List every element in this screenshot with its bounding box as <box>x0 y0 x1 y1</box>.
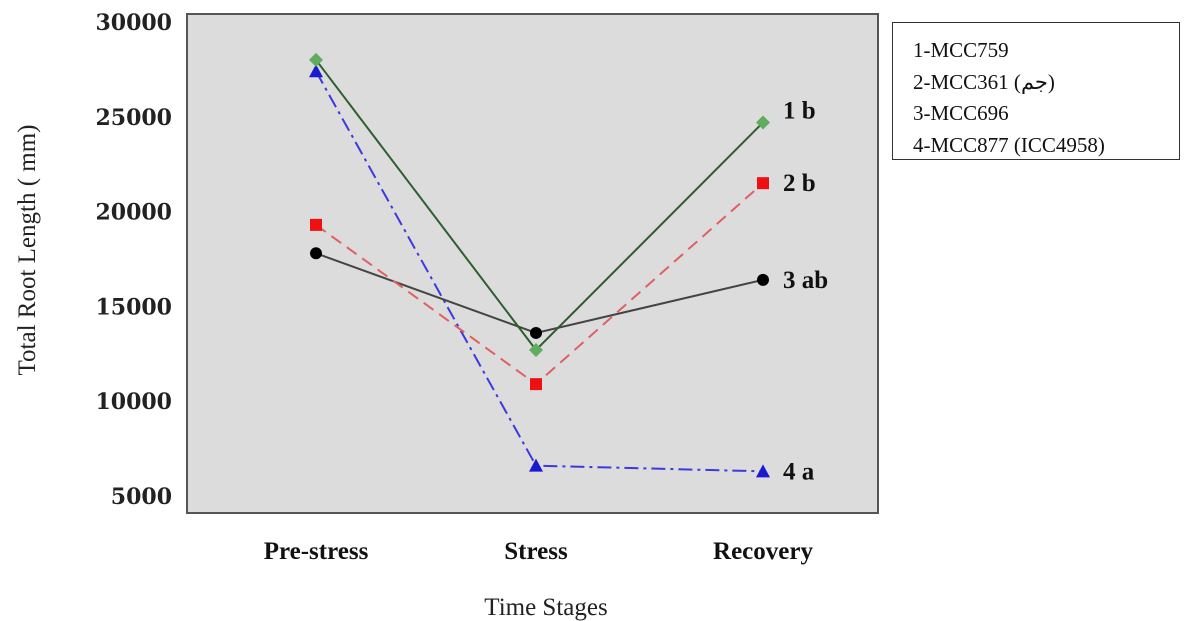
data-point-series-2 <box>530 378 542 391</box>
series-label-3: 3 ab <box>783 267 828 294</box>
y-tick-label: 10000 <box>95 389 172 415</box>
data-point-series-1 <box>756 115 770 130</box>
data-point-series-4 <box>756 464 770 478</box>
y-axis-title: Total Root Length ( mm) <box>14 125 41 376</box>
y-tick-label: 30000 <box>95 10 172 36</box>
data-point-series-1 <box>309 52 323 67</box>
data-point-series-3 <box>530 326 542 339</box>
series-label-2: 2 b <box>783 170 816 197</box>
data-point-series-2 <box>310 218 322 231</box>
legend-item-1: 1-MCC759 <box>913 38 1009 62</box>
data-point-series-4 <box>529 458 543 472</box>
y-tick-label: 25000 <box>95 105 172 131</box>
series-label-1: 1 b <box>783 97 816 124</box>
y-tick-label: 5000 <box>111 484 172 510</box>
data-point-series-2 <box>757 177 769 190</box>
legend-item-3: 3-MCC696 <box>913 101 1009 125</box>
x-axis-title: Time Stages <box>484 594 607 621</box>
plot-area <box>186 13 879 514</box>
x-tick-label: Recovery <box>713 538 813 565</box>
y-tick-label: 20000 <box>95 200 172 226</box>
series-label-4: 4 a <box>783 458 815 485</box>
data-point-series-1 <box>529 343 543 358</box>
data-point-series-3 <box>757 273 769 286</box>
data-point-series-3 <box>310 247 322 260</box>
legend: 1-MCC759 2-MCC361 (جم) 3-MCC696 4-MCC877… <box>892 22 1180 160</box>
y-tick-label: 15000 <box>95 294 172 320</box>
data-point-series-4 <box>309 64 323 78</box>
x-tick-label: Stress <box>504 538 568 565</box>
legend-item-2: 2-MCC361 (جم) <box>913 69 1055 94</box>
x-tick-label: Pre-stress <box>264 538 369 565</box>
legend-item-4: 4-MCC877 (ICC4958) <box>913 132 1105 157</box>
